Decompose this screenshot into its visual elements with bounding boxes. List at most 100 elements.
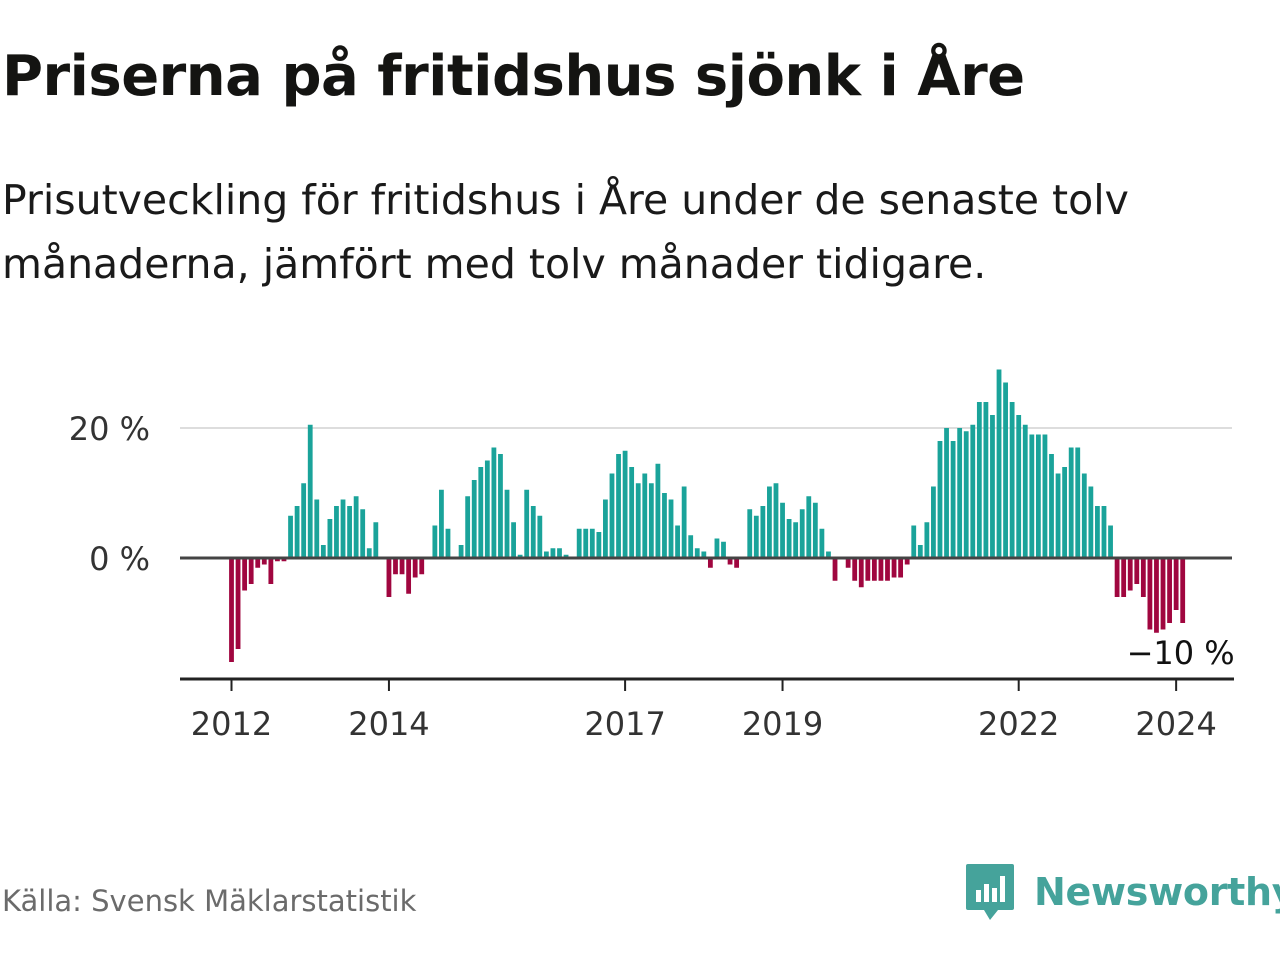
bar [1134, 558, 1140, 584]
bar [1075, 447, 1081, 558]
bar [465, 496, 471, 558]
bar [694, 548, 700, 558]
bar-chart: 0 % 20 % 2012 2014 2017 2019 2022 2024 −10 % [69, 369, 1235, 743]
chart-subtitle: Prisutveckling för fritidshus i Åre unde… [2, 176, 1129, 288]
bar [386, 558, 392, 597]
bar [917, 545, 923, 558]
bar [229, 558, 234, 662]
bar [622, 450, 628, 558]
bar [498, 454, 503, 558]
bar [1160, 558, 1166, 630]
bar [642, 473, 648, 558]
bar [707, 558, 713, 568]
bar [767, 486, 772, 558]
bar [275, 558, 280, 562]
bar [543, 551, 549, 558]
bar [596, 532, 602, 558]
bar [360, 509, 366, 558]
bar [865, 558, 871, 581]
bar [747, 509, 753, 558]
source-note: Källa: Svensk Mäklarstatistik [2, 884, 417, 918]
bar [852, 558, 858, 581]
axes [180, 556, 1234, 691]
bar [957, 428, 963, 558]
bar [885, 558, 890, 581]
bar [1055, 473, 1061, 558]
brand-name: Newsworthy [1034, 870, 1280, 914]
bar [334, 506, 339, 558]
bar [688, 535, 694, 558]
bar [950, 441, 956, 558]
bar [530, 506, 536, 558]
bar [314, 499, 320, 558]
bar [990, 415, 995, 558]
bar [871, 558, 877, 581]
x-tick-label: 2017 [584, 705, 665, 743]
bar [1108, 525, 1113, 558]
bar [878, 558, 884, 581]
bar [478, 467, 484, 558]
bar [1081, 473, 1087, 558]
bar [727, 558, 733, 565]
x-tick-label: 2014 [348, 705, 429, 743]
brand-logo[interactable]: Newsworthy [964, 862, 1280, 922]
bar [799, 509, 805, 558]
bar [1154, 558, 1159, 633]
bar [1127, 558, 1133, 591]
bar [1121, 558, 1127, 597]
bar [983, 402, 989, 558]
bar [662, 493, 667, 558]
bar [406, 558, 412, 594]
bar [845, 558, 851, 568]
bar [550, 548, 556, 558]
bar [347, 506, 352, 558]
bar [1167, 558, 1172, 623]
bar [1035, 434, 1041, 558]
bar [1003, 382, 1008, 558]
bar [583, 528, 589, 558]
bar [412, 558, 418, 578]
bar [714, 538, 720, 558]
bar [734, 558, 740, 568]
bar [471, 480, 477, 558]
bar [1095, 506, 1100, 558]
bar [616, 454, 621, 558]
y-tick-label: 0 % [89, 540, 150, 578]
bar [773, 483, 779, 558]
x-tick-label: 2022 [978, 705, 1059, 743]
bar [924, 522, 930, 558]
bar [675, 525, 680, 558]
x-tick-label: 2019 [742, 705, 823, 743]
bar [320, 545, 326, 558]
bar [340, 499, 346, 558]
bar [891, 558, 897, 578]
bar [1088, 486, 1094, 558]
bar [629, 467, 635, 558]
x-tick-label: 2012 [191, 705, 272, 743]
bar [517, 554, 523, 558]
bars [229, 369, 1186, 662]
bar [609, 473, 615, 558]
bar [996, 369, 1002, 558]
bar [281, 558, 287, 562]
bar [557, 548, 562, 558]
bar [911, 525, 917, 558]
bar [537, 515, 543, 558]
bar [504, 489, 510, 558]
labels: 0 % 20 % 2012 2014 2017 2019 2022 2024 −10 % [69, 410, 1235, 743]
bar [1049, 454, 1054, 558]
bar [294, 506, 300, 558]
bar [937, 441, 943, 558]
bar [1022, 424, 1028, 558]
bar [826, 551, 831, 558]
bar [366, 548, 372, 558]
bar [1101, 506, 1107, 558]
bar [1173, 558, 1179, 610]
bar [780, 502, 785, 558]
bar [261, 558, 267, 565]
bar [288, 515, 293, 558]
bar [327, 519, 333, 558]
bar [524, 489, 530, 558]
chart-title: Priserna på fritidshus sjönk i Åre [2, 44, 1025, 109]
bar [1140, 558, 1146, 597]
